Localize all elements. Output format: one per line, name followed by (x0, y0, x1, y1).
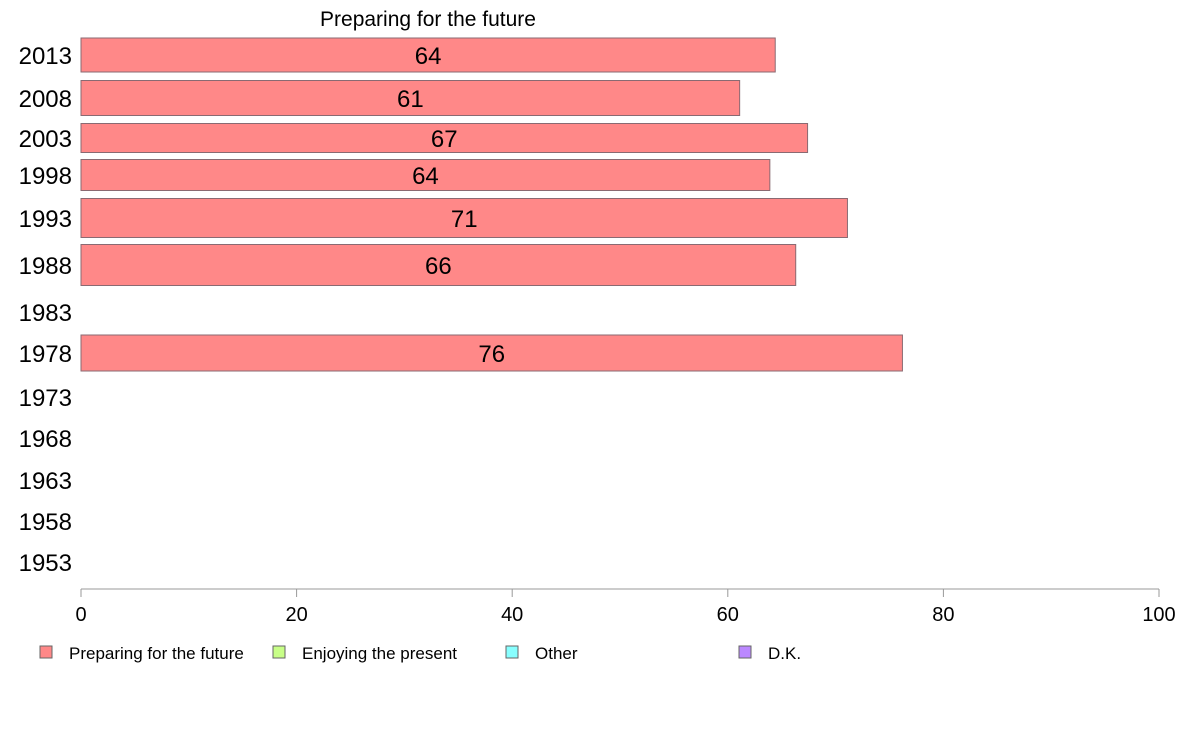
data-label-1978: 76 (478, 341, 505, 368)
data-label-1988: 66 (425, 253, 452, 280)
data-label-1993: 71 (451, 206, 478, 233)
legend-swatch-preparing-for-the-future (39, 645, 53, 659)
bar-1993 (80, 198, 848, 238)
legend-label-d-k: D.K. (768, 644, 801, 663)
y-label-1988: 1988 (19, 253, 72, 280)
x-tick-label-20: 20 (285, 604, 307, 626)
bar-2008 (80, 80, 741, 116)
bar-2013 (80, 37, 776, 73)
legend-label-enjoying-the-present: Enjoying the present (302, 644, 457, 663)
legend: Preparing for the future Enjoying the pre… (39, 644, 801, 663)
data-label-2003: 67 (431, 126, 458, 153)
y-label-2003: 2003 (19, 126, 72, 153)
chart-title: Preparing for the future (320, 8, 536, 31)
legend-label-other: Other (535, 644, 578, 663)
x-tick-label-80: 80 (932, 604, 954, 626)
y-label-1998: 1998 (19, 163, 72, 190)
y-label-1973: 1973 (19, 385, 72, 412)
x-axis: 0 20 40 60 80 100 (75, 588, 1176, 626)
data-label-2013: 64 (415, 43, 442, 70)
bar-1998 (80, 159, 771, 191)
x-tick-label-40: 40 (501, 604, 523, 626)
bar-1988 (80, 244, 797, 286)
y-label-1968: 1968 (19, 426, 72, 453)
bar-2003 (80, 123, 809, 153)
legend-swatch-d-k (738, 645, 752, 659)
x-tick-label-100: 100 (1142, 604, 1175, 626)
y-axis-labels: 2013 2008 2003 1998 1993 1988 1983 1978 1973 1968… (19, 43, 72, 577)
y-label-1963: 1963 (19, 468, 72, 495)
legend-swatch-other (505, 645, 519, 659)
legend-swatch-enjoying-the-present (272, 645, 286, 659)
y-label-1953: 1953 (19, 550, 72, 577)
y-label-1958: 1958 (19, 509, 72, 536)
x-tick-label-0: 0 (75, 604, 86, 626)
y-label-1978: 1978 (19, 341, 72, 368)
y-label-2008: 2008 (19, 86, 72, 113)
bars-group: 64 61 67 64 71 66 76 (80, 37, 903, 372)
y-label-1983: 1983 (19, 300, 72, 327)
y-label-1993: 1993 (19, 206, 72, 233)
data-label-2008: 61 (397, 86, 424, 113)
x-tick-label-60: 60 (717, 604, 739, 626)
y-label-2013: 2013 (19, 43, 72, 70)
legend-label-preparing-for-the-future: Preparing for the future (69, 644, 244, 663)
data-label-1998: 64 (412, 163, 439, 190)
bar-1978 (80, 334, 903, 372)
